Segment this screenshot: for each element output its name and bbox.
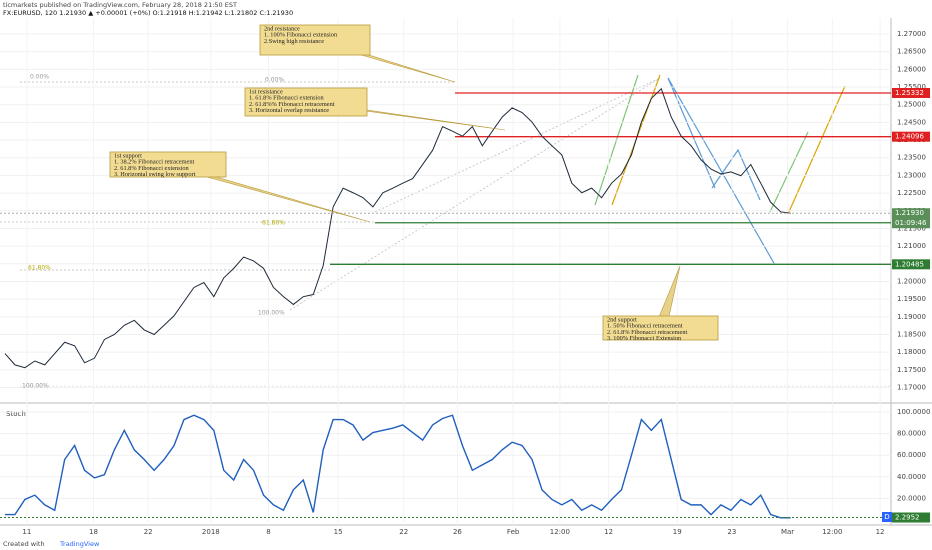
y-tick-label: 1.23500 [897,154,926,162]
y-tick-label: 1.25000 [897,101,926,109]
callout-line: 1st support [114,152,142,159]
arrow [667,77,776,266]
callout-line: 1. 100% Fibonacci extension [264,32,338,39]
publisher: ticmarkets published on TradingView.com,… [3,1,237,9]
callout-line: 2. 61.8%% Fibonacci retracement [249,101,335,108]
callout-line: 3. Horizontal swing low support [114,171,196,178]
callout-line: 1. 38.2% Fibonacci retracement [114,159,195,166]
last-label: 1.21930 [895,209,924,217]
y-tick-label: 60.0000 [897,451,926,459]
fib-label: 61.80% [28,265,51,272]
x-tick-label: 18 [89,528,98,536]
y-tick-label: 80.0000 [897,430,926,438]
x-tick-label: 23 [727,528,736,536]
level-tag [892,259,930,270]
x-tick-label: 12 [876,528,885,536]
y-tick-label: 1.20000 [897,277,926,285]
fib-label: 100.00% [22,383,49,390]
callout-line: 1. 50% Fibonacci retracement [607,323,683,330]
fib-label: 100.00% [258,310,285,317]
x-tick-label: 15 [334,528,343,536]
x-tick-label: 12 [604,528,613,536]
stoch-title: Stoch [6,410,26,418]
x-tick-label: 12:00 [822,528,842,536]
last-tag [892,512,930,523]
y-tick-label: 1.22500 [897,189,926,197]
fib-label: 61.80% [262,220,285,227]
level-tag [892,131,930,142]
callout-line: 2. 61.8% Fibonacci retracement [607,329,688,336]
last-tag [892,208,930,229]
button-label[interactable]: D [884,513,889,521]
y-tick-label: 1.24500 [897,118,926,126]
callout-line: 2nd support [607,316,637,323]
x-tick-label: Feb [507,528,520,536]
level-tag [892,87,930,98]
y-tick-label: 1.19000 [897,313,926,321]
arrow [667,77,716,189]
callout-line: 3. Horizontal overlap resistance [249,107,329,114]
fib-lines [0,77,891,387]
series-line [4,87,791,369]
callout-box [259,24,371,56]
y-tick-label: 1.17000 [897,384,926,392]
y-tick-label: 20.0000 [897,494,926,502]
x-tick-label: 26 [453,528,462,536]
callout-box [602,315,719,341]
y-tick-label: 1.18500 [897,330,926,338]
trend-line [289,77,661,311]
callout-box [244,87,368,117]
callout-line: 2. 61.8% Fibonacci extension [114,165,190,172]
y-tick-label: 1.21000 [897,242,926,250]
arrow [769,131,809,213]
callout-line: 2nd resistance [264,25,300,32]
y-tick-label: 1.23000 [897,171,926,179]
x-tick-label: 19 [673,528,682,536]
level-label: 1.24096 [895,133,924,141]
y-tick-label: 1.26000 [897,65,926,73]
callout-line: 3. 100% Fibonacci Extension [607,335,682,342]
x-tick-label: 11 [22,528,31,536]
level-label: 1.25332 [895,89,924,97]
y-tick-label: 1.27000 [897,30,926,38]
x-tick-label: 12:00 [550,528,570,536]
y-tick-label: 1.25500 [897,83,926,91]
x-tick-label: 2018 [202,528,220,536]
countdown: 01:09:46 [895,219,927,227]
footer-created: Created with [3,540,45,548]
y-tick-label: 40.0000 [897,473,926,481]
y-tick-label: 100.0000 [897,408,930,416]
y-tick-label: 1.19500 [897,295,926,303]
x-tick-label: Mar [781,528,794,536]
callout-line: 1. 61.8% Fibonacci extension [249,95,325,102]
fib-label: 0.00% [30,74,49,81]
y-tick-label: 1.26500 [897,48,926,56]
x-tick-label: 22 [144,528,153,536]
symbol-info: FX:EURUSD, 120 1.21930 ▲ +0.00001 (+0%) … [3,9,293,17]
callout-line: 1st resistance [249,88,283,95]
footer-brand: TradingView [59,540,100,548]
fib-label: 0.00% [265,77,284,84]
callout-line: 2.Swing high resistance [264,38,324,45]
x-tick-label: 22 [399,528,408,536]
callout-box [109,151,227,178]
x-tick-label: 8 [266,528,270,536]
button[interactable] [882,512,892,522]
y-tick-label: 1.21500 [897,224,926,232]
trend-line [374,77,661,213]
series-line [5,414,791,519]
last-label: 2.2952 [895,514,920,522]
y-tick-label: 1.18000 [897,348,926,356]
level-label: 1.20485 [895,260,924,268]
y-tick-label: 1.17500 [897,366,926,374]
